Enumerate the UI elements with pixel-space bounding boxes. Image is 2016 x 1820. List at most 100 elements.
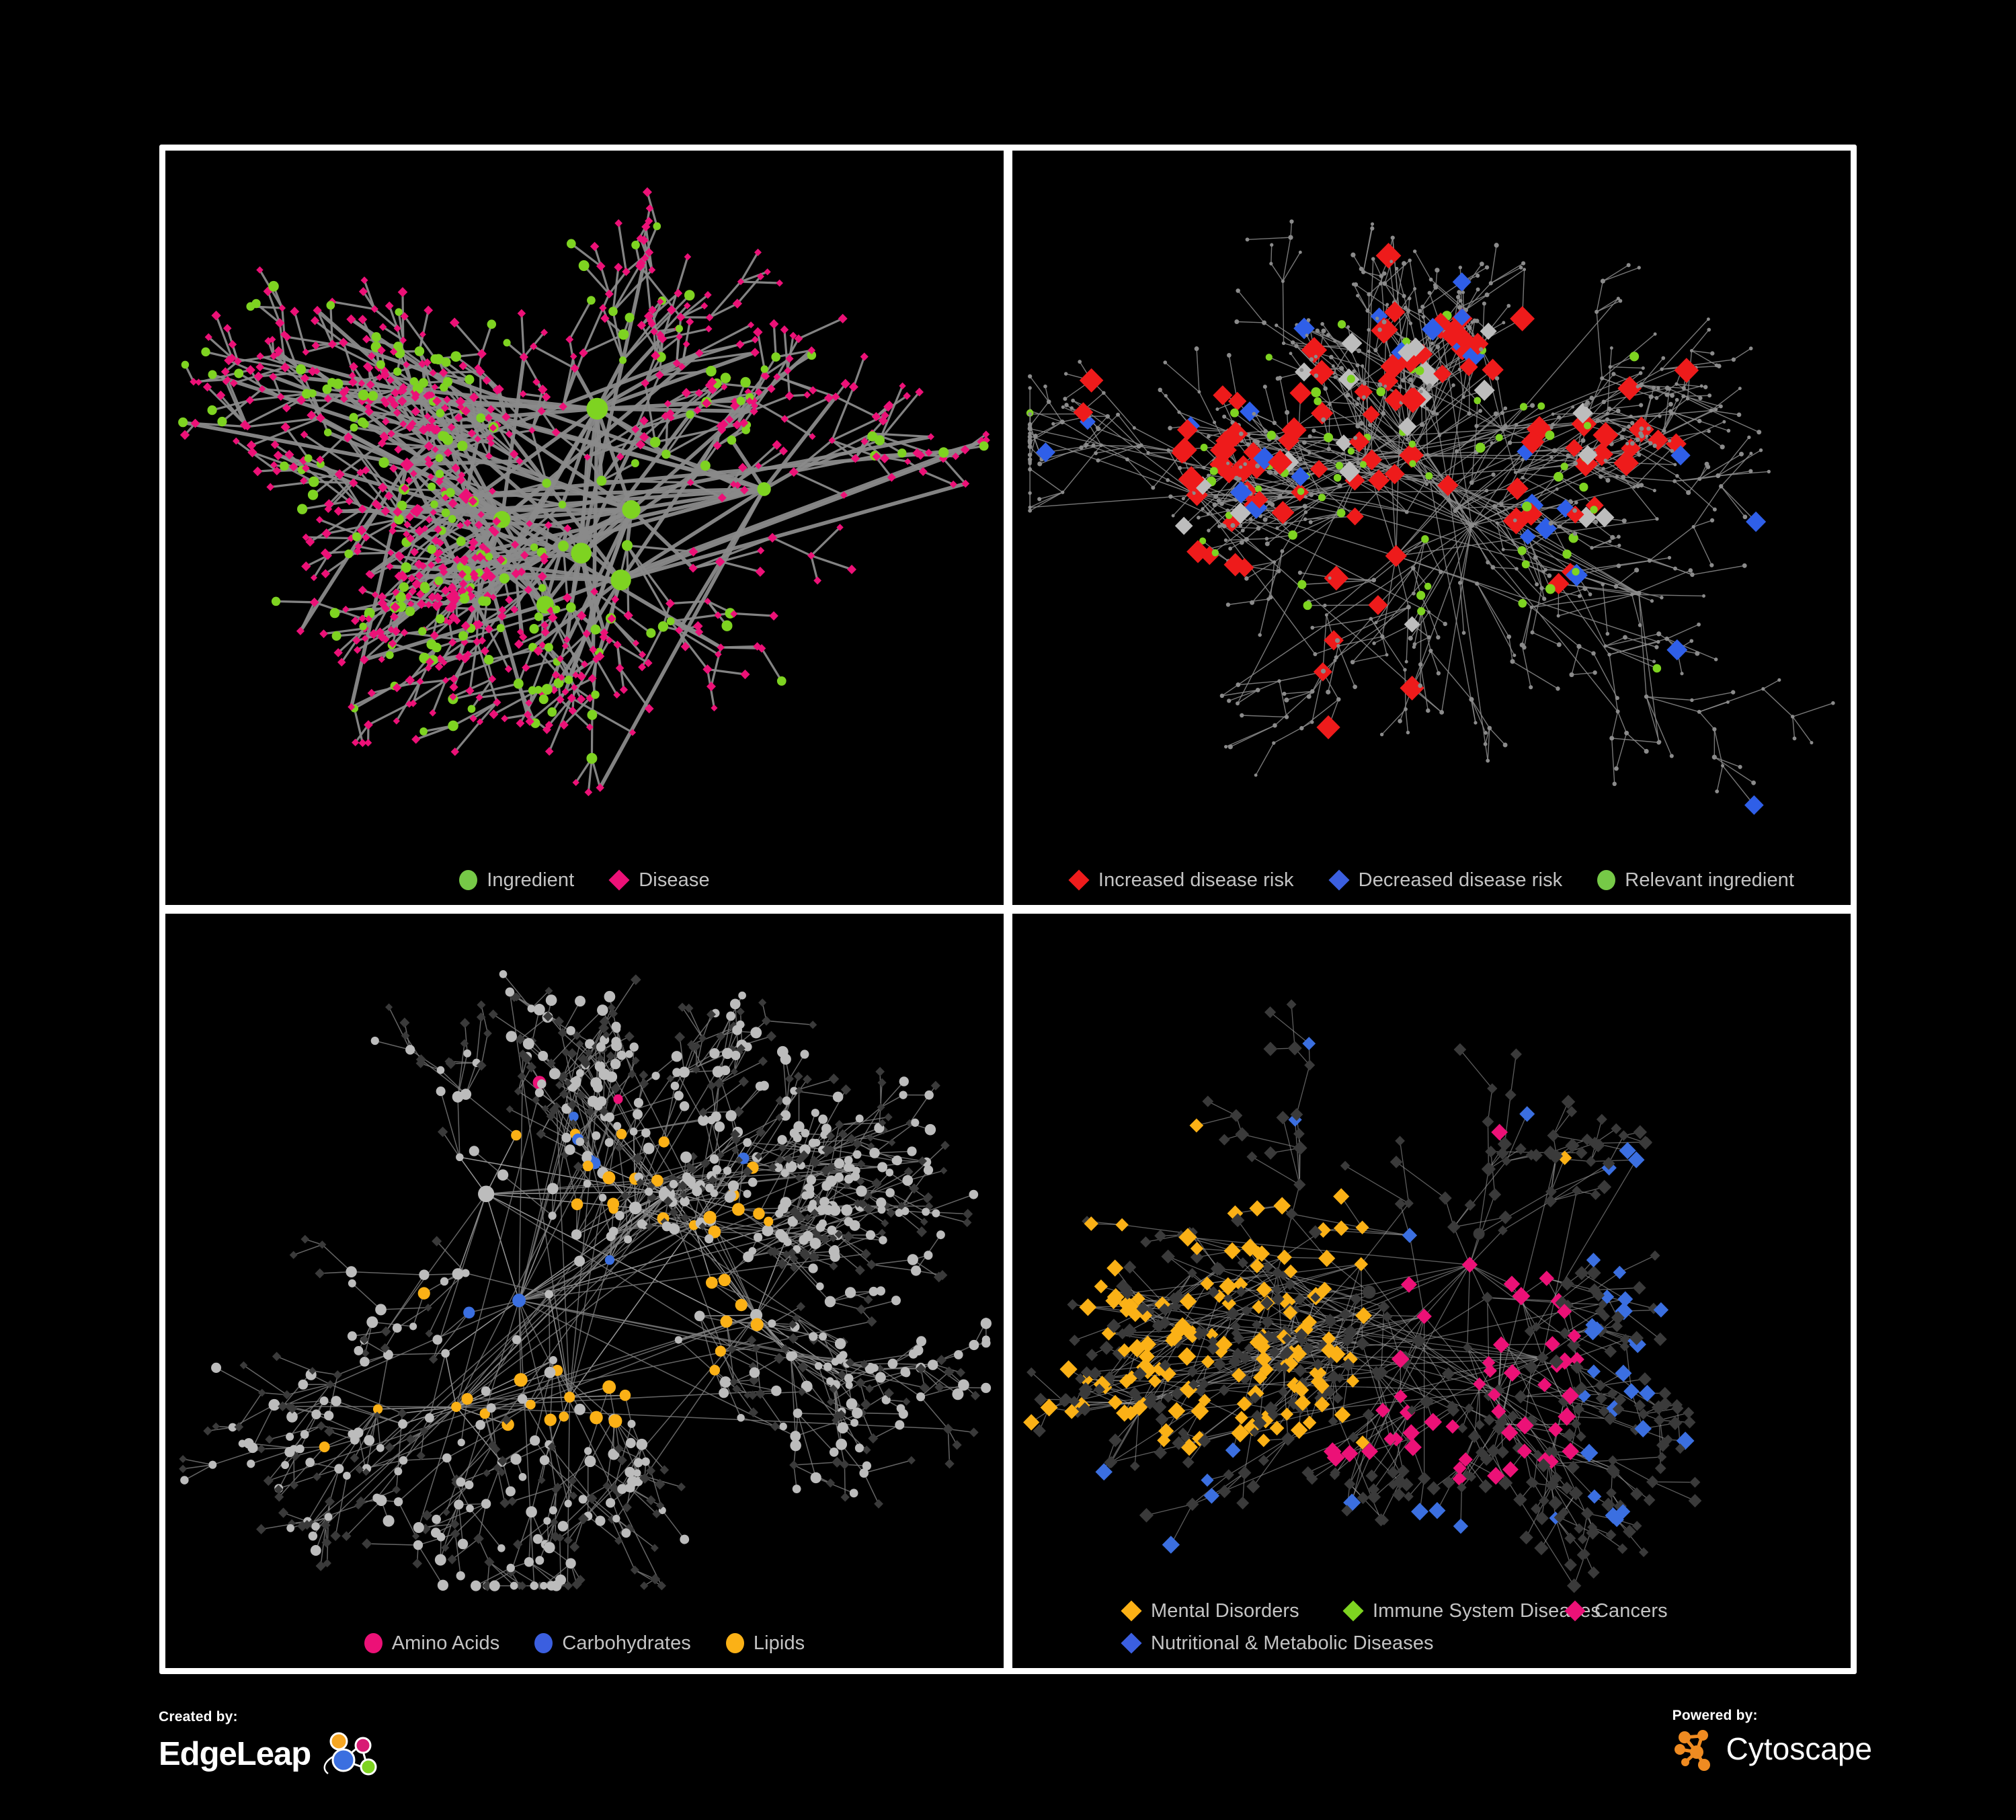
- network-node-cancer[interactable]: [1326, 1448, 1345, 1467]
- network-node-disease[interactable]: [688, 547, 698, 557]
- network-node-relevant-ingredient[interactable]: [1572, 567, 1580, 576]
- network-node-other-nutrient[interactable]: [624, 1466, 635, 1478]
- network-node-background[interactable]: [1379, 732, 1384, 737]
- network-node-background[interactable]: [1410, 384, 1415, 389]
- network-node-background[interactable]: [1218, 1134, 1230, 1146]
- network-node-background[interactable]: [1355, 402, 1359, 407]
- network-node-background[interactable]: [877, 1103, 885, 1111]
- network-node-background[interactable]: [1650, 599, 1654, 603]
- network-node-other-nutrient[interactable]: [549, 1506, 557, 1515]
- network-node-other-nutrient[interactable]: [879, 1236, 887, 1244]
- network-node-background[interactable]: [420, 1524, 431, 1535]
- network-node-disease[interactable]: [581, 660, 588, 668]
- network-node-other-nutrient[interactable]: [885, 1188, 895, 1197]
- network-node-background[interactable]: [799, 1248, 810, 1259]
- network-node-background[interactable]: [1510, 1048, 1522, 1060]
- network-node-background[interactable]: [315, 1560, 326, 1571]
- network-node-background[interactable]: [1324, 613, 1328, 617]
- network-node-disease[interactable]: [504, 665, 513, 673]
- network-node-ingredient[interactable]: [349, 413, 358, 422]
- network-node-increased-risk[interactable]: [1441, 323, 1464, 348]
- network-node-background[interactable]: [1618, 1130, 1629, 1141]
- network-node-background[interactable]: [1655, 517, 1659, 521]
- network-node-increased-risk[interactable]: [1243, 442, 1263, 463]
- network-node-background[interactable]: [1161, 1249, 1175, 1264]
- network-node-disease[interactable]: [511, 540, 520, 549]
- network-node-background[interactable]: [506, 1105, 514, 1113]
- network-node-ingredient[interactable]: [371, 332, 381, 342]
- network-node-background[interactable]: [1639, 382, 1644, 387]
- network-node-ingredient[interactable]: [234, 368, 244, 379]
- network-node-mental-disorder[interactable]: [1148, 1374, 1162, 1388]
- network-node-background[interactable]: [380, 1343, 390, 1353]
- network-node-background[interactable]: [1419, 1394, 1434, 1409]
- network-node-other-nutrient[interactable]: [738, 991, 746, 1000]
- network-node-background[interactable]: [1320, 321, 1324, 326]
- network-node-ingredient[interactable]: [304, 454, 313, 463]
- network-node-background[interactable]: [1405, 437, 1409, 442]
- network-node-other-nutrient[interactable]: [719, 1388, 729, 1398]
- network-node-background[interactable]: [1426, 635, 1431, 639]
- network-node-background[interactable]: [1361, 270, 1366, 274]
- network-node-background[interactable]: [1726, 428, 1731, 433]
- network-node-other-nutrient[interactable]: [814, 1361, 823, 1370]
- network-node-background[interactable]: [1298, 250, 1302, 254]
- network-node-background[interactable]: [829, 1384, 838, 1394]
- network-node-background[interactable]: [1343, 1324, 1358, 1339]
- network-node-background[interactable]: [1255, 439, 1260, 444]
- network-node-background[interactable]: [1478, 409, 1483, 413]
- network-node-background[interactable]: [1345, 392, 1350, 397]
- network-node-background[interactable]: [1262, 517, 1268, 522]
- network-node-other-nutrient[interactable]: [809, 1199, 817, 1208]
- network-node-other-nutrient[interactable]: [916, 1336, 926, 1347]
- network-node-ingredient[interactable]: [329, 608, 340, 619]
- network-node-background[interactable]: [1086, 1349, 1098, 1361]
- network-node-disease[interactable]: [732, 420, 742, 430]
- network-node-background[interactable]: [1714, 363, 1719, 368]
- network-node-disease[interactable]: [450, 747, 459, 756]
- network-node-background[interactable]: [1287, 1041, 1302, 1056]
- network-node-disease[interactable]: [524, 585, 533, 594]
- network-node-background[interactable]: [1656, 639, 1660, 644]
- network-node-background[interactable]: [212, 1422, 220, 1431]
- network-node-other-nutrient[interactable]: [612, 1025, 621, 1033]
- network-node-background[interactable]: [766, 1031, 777, 1041]
- network-node-other-nutrient[interactable]: [736, 1020, 745, 1029]
- network-node-disease[interactable]: [760, 372, 768, 380]
- network-node-background[interactable]: [1633, 1125, 1647, 1140]
- network-node-lipid[interactable]: [753, 1208, 765, 1220]
- network-node-disease[interactable]: [358, 738, 367, 748]
- network-node-ingredient[interactable]: [428, 482, 436, 491]
- network-node-background[interactable]: [1328, 1416, 1338, 1427]
- network-node-background[interactable]: [1210, 1261, 1225, 1276]
- network-node-background[interactable]: [1216, 498, 1221, 504]
- network-node-background[interactable]: [727, 1345, 737, 1354]
- network-node-ingredient[interactable]: [771, 352, 781, 362]
- network-node-mental-disorder[interactable]: [1273, 1197, 1291, 1215]
- network-node-other-nutrient[interactable]: [823, 1362, 832, 1372]
- network-node-other-nutrient[interactable]: [924, 1123, 936, 1136]
- network-node-background[interactable]: [1697, 622, 1701, 627]
- network-node-background[interactable]: [1117, 1328, 1128, 1340]
- network-node-background[interactable]: [1605, 411, 1609, 416]
- network-node-background[interactable]: [803, 1214, 811, 1222]
- network-node-other-nutrient[interactable]: [549, 1068, 561, 1080]
- network-node-ingredient[interactable]: [435, 469, 444, 479]
- network-node-other-nutrient[interactable]: [208, 1460, 217, 1469]
- network-node-lipid[interactable]: [514, 1373, 528, 1387]
- network-node-other-nutrient[interactable]: [896, 1404, 905, 1413]
- network-node-background[interactable]: [392, 1485, 401, 1495]
- network-node-other-nutrient[interactable]: [324, 1513, 333, 1521]
- network-node-ingredient[interactable]: [741, 426, 750, 434]
- network-node-ingredient[interactable]: [333, 379, 344, 389]
- network-node-disease[interactable]: [532, 378, 540, 386]
- network-node-background[interactable]: [1395, 266, 1399, 271]
- network-node-background[interactable]: [1166, 478, 1170, 482]
- network-node-background[interactable]: [1607, 652, 1611, 657]
- network-node-background[interactable]: [1140, 1236, 1152, 1248]
- network-node-other-nutrient[interactable]: [612, 1515, 620, 1523]
- network-node-other-nutrient[interactable]: [927, 1359, 938, 1370]
- network-node-background[interactable]: [1419, 389, 1423, 394]
- network-node-disease[interactable]: [561, 688, 569, 696]
- network-node-disease[interactable]: [596, 261, 606, 271]
